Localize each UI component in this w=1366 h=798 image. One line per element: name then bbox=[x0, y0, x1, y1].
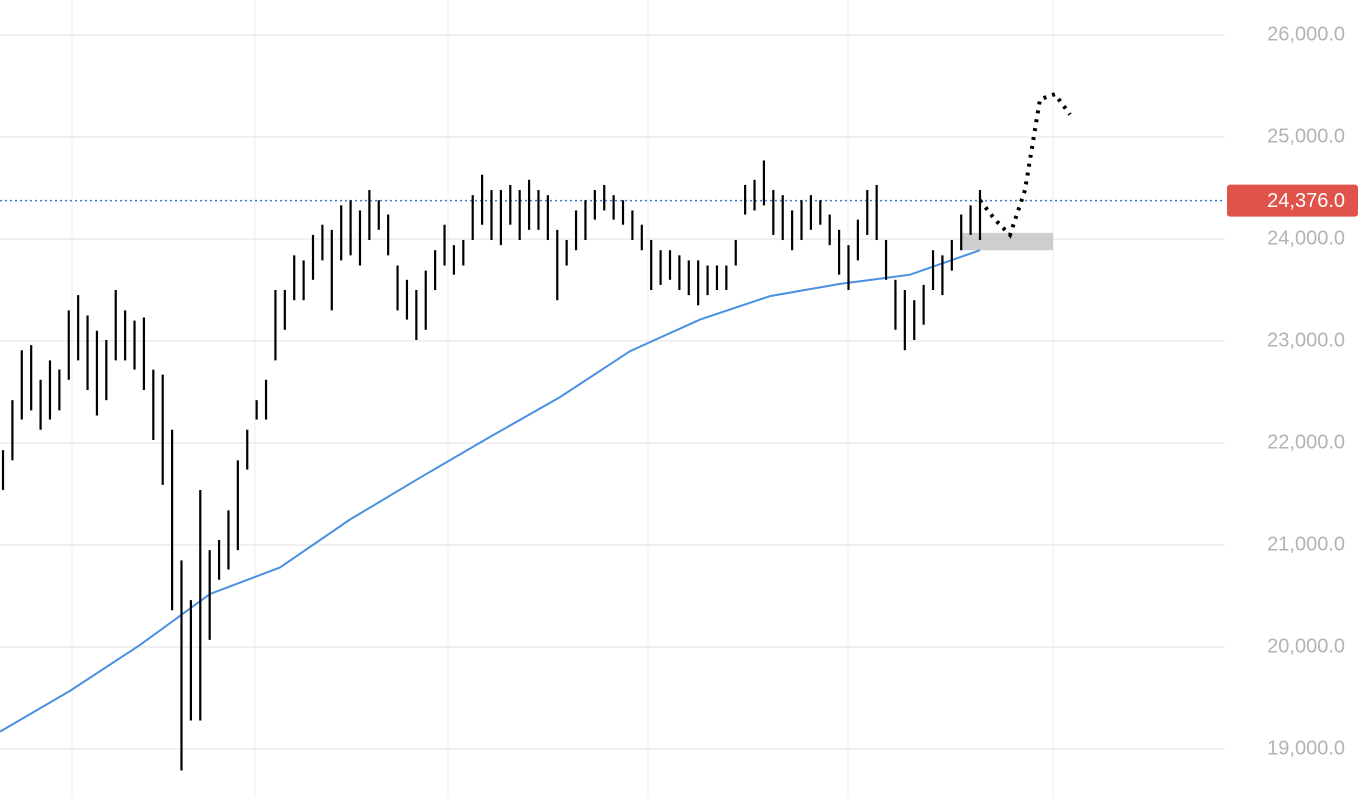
support-zone bbox=[960, 232, 1053, 251]
y-tick-label: 21,000.0 bbox=[1267, 533, 1345, 555]
y-tick-label: 25,000.0 bbox=[1267, 125, 1345, 147]
y-tick-label: 20,000.0 bbox=[1267, 635, 1345, 657]
last-price-box bbox=[1227, 184, 1358, 217]
y-tick-label: 22,000.0 bbox=[1267, 431, 1345, 453]
projection bbox=[978, 91, 1072, 239]
y-tick-label: 24,000.0 bbox=[1267, 227, 1345, 249]
moving-average bbox=[0, 249, 981, 733]
y-tick-label: 23,000.0 bbox=[1267, 329, 1345, 351]
vertical-grid bbox=[71, 0, 1054, 798]
last-price-label: 24,376.0 bbox=[1267, 190, 1345, 212]
y-tick-label: 19,000.0 bbox=[1267, 737, 1345, 759]
y-tick-label: 26,000.0 bbox=[1267, 23, 1345, 45]
